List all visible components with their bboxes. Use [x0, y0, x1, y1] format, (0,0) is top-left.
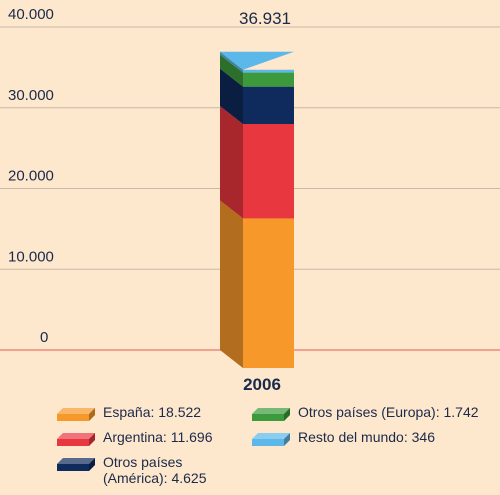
swatch-top-light [57, 408, 95, 414]
bar-side [220, 105, 243, 219]
bar-side-shade [220, 105, 243, 219]
bar-side-shade [220, 54, 243, 87]
legend-swatch [57, 408, 95, 421]
legend-item: Argentina: 11.696 [57, 429, 252, 454]
bar-side-shade [220, 200, 243, 368]
swatch-top [252, 408, 290, 414]
swatch-side-shade [284, 433, 290, 446]
swatch-front [252, 414, 284, 421]
y-tick-label: 10.000 [8, 248, 54, 265]
legend-swatch [57, 458, 95, 471]
swatch-top-light [252, 408, 290, 414]
swatch-top [57, 433, 95, 439]
bar-front [243, 86, 294, 124]
legend-item: Otros países (Europa): 1.742 [252, 404, 492, 429]
bar-side-shade [220, 51, 243, 73]
bar-segment [220, 105, 294, 219]
swatch-top [57, 458, 95, 464]
legend-swatch [252, 408, 290, 421]
swatch-top-light [57, 433, 95, 439]
swatch-side-shade [284, 408, 290, 421]
swatch-top-light [252, 433, 290, 439]
swatch-front [57, 464, 89, 471]
swatch-side-shade [89, 408, 95, 421]
bar-front [243, 218, 294, 368]
bar-side [220, 51, 243, 73]
legend-label: Otros países (Europa): 1.742 [298, 404, 479, 420]
swatch-side-shade [89, 433, 95, 446]
swatch-top [252, 433, 290, 439]
bar-top [220, 51, 294, 70]
bar-segment [220, 200, 294, 368]
bar-side-shade [220, 68, 243, 124]
legend-swatch [252, 433, 290, 446]
legend: España: 18.522 Argentina: 11.696 Otros paí… [57, 404, 492, 486]
swatch-side [89, 458, 95, 471]
swatch-side [284, 433, 290, 446]
x-tick-label: 2006 [243, 375, 281, 394]
swatch-side [89, 408, 95, 421]
bar-side [220, 200, 243, 368]
bar-segment [220, 54, 294, 87]
total-label: 36.931 [239, 9, 291, 28]
legend-label: Resto del mundo: 346 [298, 429, 435, 445]
swatch-top-light [57, 458, 95, 464]
bar-segment [220, 51, 294, 73]
y-tick-label: 20.000 [8, 168, 54, 185]
y-tick-label: 0 [40, 329, 48, 346]
swatch-side [89, 433, 95, 446]
swatch-front [57, 414, 89, 421]
legend-item: Otros países (América): 4.625 [57, 454, 252, 486]
bar-front [243, 123, 294, 219]
chart: 0 10.000 20.000 30.000 40.000 36.931 2006 [0, 6, 500, 394]
y-tick-label: 40.000 [8, 6, 54, 23]
swatch-front [252, 439, 284, 446]
bar-front [243, 72, 294, 87]
legend-item: España: 18.522 [57, 404, 252, 429]
bar-segment [220, 68, 294, 124]
swatch-side [284, 408, 290, 421]
legend-label: Argentina: 11.696 [103, 429, 213, 445]
bar-front [243, 69, 294, 73]
legend-item: Resto del mundo: 346 [252, 429, 492, 454]
legend-swatch [57, 433, 95, 446]
y-tick-label: 30.000 [8, 87, 54, 104]
bar-side [220, 68, 243, 124]
legend-label: España: 18.522 [103, 404, 202, 420]
swatch-top [57, 408, 95, 414]
bar-side [220, 54, 243, 87]
legend-label: Otros países (América): 4.625 [103, 454, 207, 486]
swatch-side-shade [89, 458, 95, 471]
swatch-front [57, 439, 89, 446]
